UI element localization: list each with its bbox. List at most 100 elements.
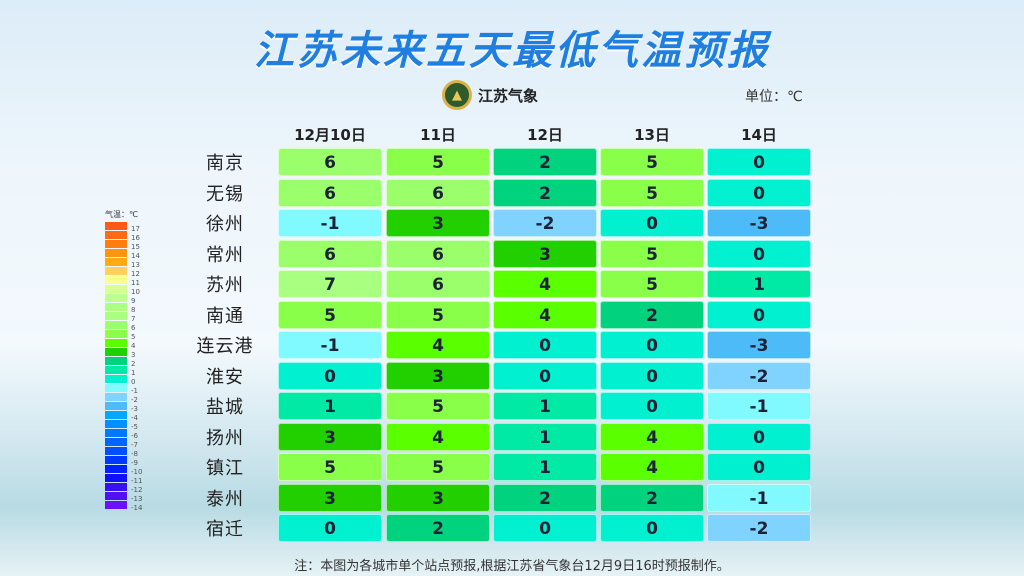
- unit-label: 单位：℃: [745, 89, 803, 105]
- city-label: 盐城: [206, 397, 244, 418]
- legend-label: 2: [131, 360, 136, 368]
- temperature-cell: 3: [386, 483, 490, 512]
- legend-swatch: [105, 276, 127, 284]
- temperature-cell: 0: [600, 331, 704, 359]
- legend-swatch: [105, 222, 127, 230]
- legend-swatch: [105, 357, 127, 365]
- logo: ▲ 江苏气象: [442, 80, 538, 110]
- temperature-cell: -2: [493, 209, 597, 237]
- legend-label: -8: [131, 450, 138, 458]
- legend-swatch: [105, 330, 127, 338]
- temperature-cell: 2: [493, 483, 597, 512]
- temperature-cell: -1: [707, 392, 811, 420]
- legend-swatch: [105, 366, 127, 374]
- legend-swatch: [105, 258, 127, 266]
- legend-swatch: [105, 285, 127, 293]
- temperature-cell: 6: [278, 148, 382, 176]
- legend-label: 17: [131, 225, 140, 233]
- temperature-cell: 0: [707, 178, 811, 207]
- temperature-cell: -1: [278, 331, 382, 359]
- temperature-cell: 3: [493, 239, 597, 268]
- legend-label: 8: [131, 306, 136, 314]
- legend-label: -13: [131, 495, 143, 503]
- legend-label: 15: [131, 243, 140, 251]
- legend-label: 13: [131, 261, 140, 269]
- legend-swatch: [105, 438, 127, 446]
- city-label: 南京: [206, 153, 244, 174]
- legend-swatch: [105, 456, 127, 464]
- legend-swatch: [105, 393, 127, 401]
- legend-swatch: [105, 474, 127, 482]
- city-label: 泰州: [206, 488, 244, 510]
- city-label: 淮安: [206, 366, 244, 388]
- legend-label: -11: [131, 477, 143, 485]
- legend-label: 12: [131, 270, 140, 278]
- legend-label: 1: [131, 369, 136, 377]
- temperature-cell: -1: [707, 483, 811, 512]
- legend-label: 11: [131, 279, 140, 287]
- temperature-cell: 6: [278, 178, 382, 207]
- legend-label: 9: [131, 297, 136, 305]
- page-title: 江苏未来五天最低气温预报: [254, 28, 770, 74]
- temperature-cell: 1: [493, 453, 597, 481]
- city-label: 苏州: [206, 275, 244, 296]
- temperature-cell: 0: [707, 239, 811, 268]
- temperature-cell: 6: [386, 178, 490, 207]
- temperature-cell: -3: [707, 331, 811, 359]
- legend-label: 3: [131, 351, 136, 359]
- legend-swatch: [105, 231, 127, 239]
- legend-swatch: [105, 447, 127, 455]
- legend-swatch: [105, 501, 127, 509]
- legend-swatch: [105, 402, 127, 410]
- temperature-cell: 0: [707, 300, 811, 329]
- pagoda-emblem-icon: ▲: [442, 80, 472, 110]
- legend-title: 气温：℃: [105, 210, 138, 219]
- temperature-cell: 5: [386, 453, 490, 481]
- temperature-cell: -1: [278, 209, 382, 237]
- temperature-cell: 2: [493, 178, 597, 207]
- legend-swatch: [105, 465, 127, 473]
- temperature-cell: 0: [493, 361, 597, 390]
- temperature-cell: 1: [278, 392, 382, 420]
- temperature-cell: -2: [707, 361, 811, 390]
- temperature-cell: 1: [493, 392, 597, 420]
- temperature-cell: 7: [278, 270, 382, 298]
- temperature-cell: 2: [386, 514, 490, 542]
- temperature-cell: 2: [493, 148, 597, 176]
- temperature-cell: 5: [600, 239, 704, 268]
- legend-swatch: [105, 429, 127, 437]
- temperature-cell: 0: [278, 514, 382, 542]
- city-label: 镇江: [206, 458, 244, 479]
- temperature-cell: 6: [278, 239, 382, 268]
- city-label: 扬州: [206, 427, 244, 449]
- legend-swatch: [105, 321, 127, 329]
- temperature-cell: 2: [600, 483, 704, 512]
- temperature-cell: 4: [493, 270, 597, 298]
- temperature-cell: 5: [600, 148, 704, 176]
- temperature-cell: 5: [600, 178, 704, 207]
- temperature-cell: -2: [707, 514, 811, 542]
- legend-swatch: [105, 411, 127, 419]
- temperature-cell: 5: [600, 270, 704, 298]
- legend-label: -7: [131, 441, 138, 449]
- temperature-cell: 5: [278, 300, 382, 329]
- temperature-cell: 6: [386, 270, 490, 298]
- legend-label: -6: [131, 432, 138, 440]
- legend-label: 16: [131, 234, 140, 242]
- footnote: 注：本图为各城市单个站点预报,根据江苏省气象台12月9日16时预报制作。: [294, 559, 730, 574]
- city-label: 连云港: [196, 336, 254, 357]
- temperature-cell: 5: [386, 392, 490, 420]
- temperature-cell: 4: [600, 422, 704, 451]
- legend-swatch: [105, 312, 127, 320]
- city-label: 南通: [206, 305, 244, 327]
- legend-label: -14: [131, 504, 143, 512]
- city-label: 无锡: [206, 183, 244, 205]
- legend-swatch: [105, 420, 127, 428]
- temperature-cell: 6: [386, 239, 490, 268]
- legend-label: -9: [131, 459, 138, 467]
- legend-label: 5: [131, 333, 136, 341]
- legend-label: 14: [131, 252, 140, 260]
- logo-text: 江苏气象: [478, 86, 539, 105]
- legend-swatch: [105, 294, 127, 302]
- column-header: 12日: [527, 126, 563, 144]
